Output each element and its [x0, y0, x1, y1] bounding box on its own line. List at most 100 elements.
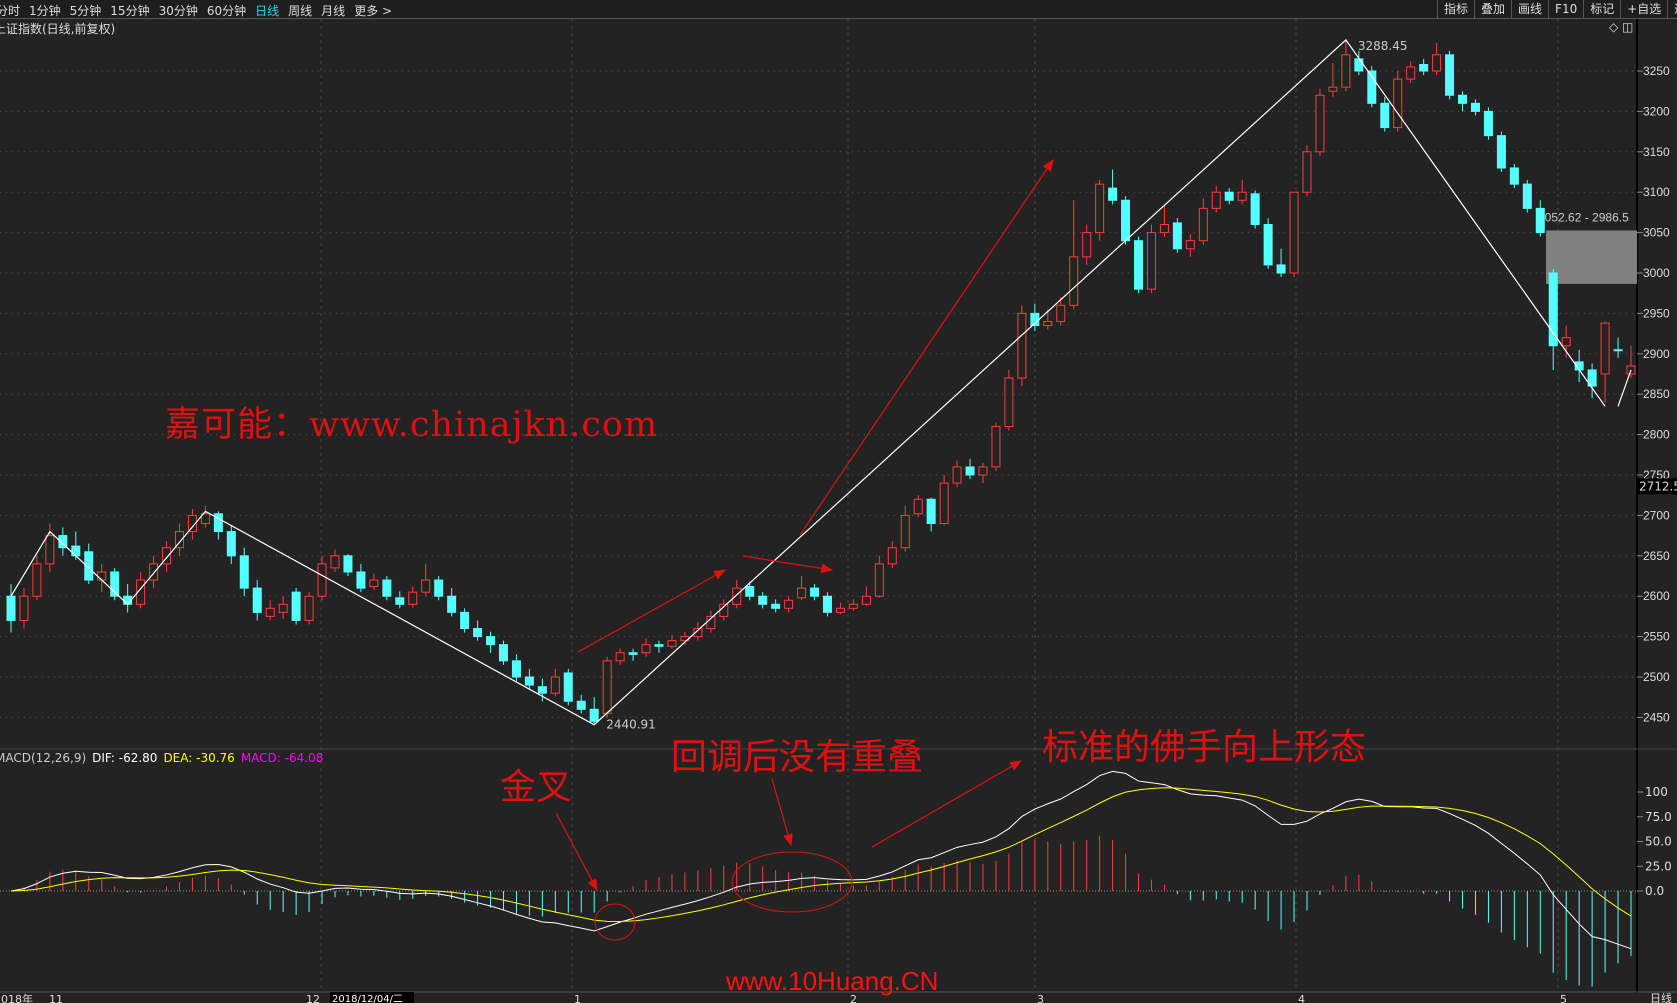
period-tab[interactable]: 分时	[0, 4, 21, 18]
dif-line	[10, 770, 1632, 950]
candle-down	[356, 571, 366, 589]
period-tab[interactable]: 1分钟	[29, 4, 61, 18]
no-overlap-annotation: 回调后没有重叠	[671, 737, 924, 778]
current-price-tag	[1637, 478, 1677, 495]
tool-button[interactable]: 指标	[1437, 0, 1474, 19]
candle-up	[421, 579, 431, 593]
candle-up	[797, 587, 807, 599]
price-tick-label: 2500	[1643, 670, 1670, 684]
candle-up	[174, 531, 184, 549]
candle-up	[861, 595, 871, 605]
candle-down	[537, 686, 547, 694]
candle-up	[1341, 54, 1351, 88]
candle-down	[1613, 349, 1623, 352]
candle-up	[187, 514, 197, 533]
time-cursor-box	[330, 992, 414, 1003]
candle-up	[784, 599, 794, 609]
current-price-label: 2712.5	[1639, 479, 1677, 493]
candle-up	[330, 555, 340, 569]
period-tab[interactable]: 周线	[288, 4, 313, 18]
candle-up	[1432, 54, 1442, 72]
annotation-circle	[731, 851, 853, 913]
tool-button[interactable]: +自选	[1620, 0, 1667, 19]
candle-down	[628, 652, 638, 655]
candle-down	[71, 545, 81, 557]
macd-value: MACD: -64.08	[240, 751, 324, 765]
candle-down	[110, 571, 120, 597]
low-label: 2440.91	[606, 718, 656, 732]
price-tick-label: 2900	[1643, 347, 1670, 361]
candle-down	[473, 628, 483, 638]
period-tab[interactable]: 月线	[321, 4, 346, 18]
candle-down	[1354, 58, 1364, 72]
tool-button[interactable]: 叠加	[1474, 0, 1511, 19]
candle-up	[19, 595, 29, 621]
candle-up	[1082, 232, 1092, 258]
candle-up	[265, 607, 275, 617]
candle-down	[58, 535, 68, 549]
candle-up	[874, 563, 884, 597]
candle-down	[447, 595, 457, 613]
annotation-arrow	[771, 778, 793, 847]
annotation-arrow	[871, 760, 1023, 848]
price-tick-label: 2450	[1643, 710, 1670, 724]
candle-down	[213, 513, 223, 533]
candle-down	[1483, 110, 1493, 137]
period-tab[interactable]: 5分钟	[69, 4, 102, 18]
period-tab[interactable]: 60分钟	[206, 4, 247, 18]
period-tab[interactable]: 更多 >	[354, 4, 393, 18]
candle-down	[1535, 207, 1545, 234]
annotation-arrow	[799, 159, 1054, 536]
candle-up	[835, 607, 845, 613]
dif-value: DIF: -62.80	[92, 751, 158, 765]
macd-tick-label: 25.0	[1645, 859, 1672, 873]
price-tick-label: 2550	[1643, 630, 1670, 644]
tool-button[interactable]: 标记	[1583, 0, 1620, 19]
annotation-arrow	[577, 569, 727, 653]
candle-up	[848, 603, 858, 609]
candle-down	[1458, 94, 1468, 104]
tool-button[interactable]: 画线	[1511, 0, 1548, 19]
candle-down	[1445, 54, 1455, 96]
price-tick-label: 3100	[1643, 185, 1670, 199]
range-box	[1546, 230, 1637, 284]
candle-up	[136, 579, 146, 605]
candle-down	[745, 586, 755, 597]
period-tab[interactable]: 15分钟	[110, 4, 150, 18]
candle-up	[732, 587, 742, 605]
macd-name: MACD(12,26,9)	[0, 751, 87, 765]
price-tick-label: 2950	[1643, 306, 1670, 320]
candle-up	[887, 547, 897, 565]
candle-up	[32, 563, 42, 597]
price-tick-label: 2700	[1643, 508, 1670, 522]
candle-down	[1496, 135, 1506, 169]
candle-down	[1509, 167, 1519, 185]
tool-button[interactable]: 返回	[1667, 0, 1677, 19]
candle-up	[693, 628, 703, 638]
annotation-arrow	[742, 555, 834, 574]
candle-down	[395, 597, 405, 605]
tool-button[interactable]: F10	[1548, 0, 1583, 19]
candle-down	[1367, 70, 1377, 104]
candle-up	[641, 644, 651, 654]
layout-icons[interactable]: ◇ ◫	[1609, 20, 1634, 34]
period-tab[interactable]: 30分钟	[158, 4, 198, 18]
candle-up	[550, 676, 560, 694]
top-toolbar: 分时 1分钟 5分钟 15分钟 30分钟 60分钟 日线 周线 月线 更多 > 指标 叠加 画线 F10…	[0, 0, 1677, 19]
time-label: 3	[1037, 993, 1044, 1003]
site-annotation: 嘉可能：www.chinajkn.com	[165, 405, 659, 445]
macd-tick-label: 50.0	[1645, 835, 1672, 849]
price-tick-label: 3200	[1643, 104, 1670, 118]
candle-down	[382, 579, 392, 597]
candle-up	[200, 513, 210, 524]
period-tab[interactable]: 日线	[255, 4, 280, 18]
zigzag-line	[10, 39, 1606, 726]
candle-up	[602, 660, 612, 714]
candle-up	[1393, 78, 1403, 129]
candle-down	[758, 595, 768, 605]
candle-down	[252, 587, 262, 613]
candle-up	[1211, 191, 1221, 209]
candle-up	[900, 514, 910, 549]
candle-down	[589, 708, 599, 722]
